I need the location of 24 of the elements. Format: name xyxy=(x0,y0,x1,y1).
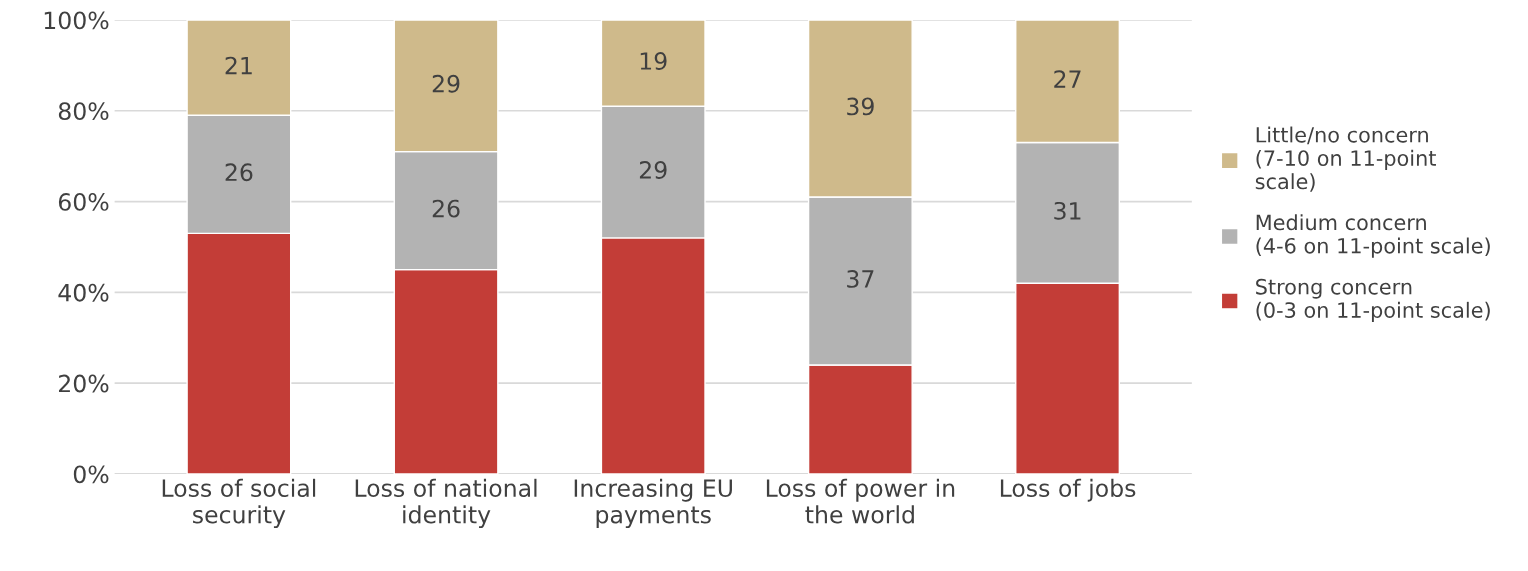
x-tick-label: Loss of social security xyxy=(162,478,316,529)
data-label: 26 xyxy=(225,163,253,182)
data-label: 26 xyxy=(432,199,460,218)
y-tick-label: 20% xyxy=(58,374,109,393)
legend-label: Little/no concern (7-10 on 11-point scale) xyxy=(1255,126,1436,192)
data-label: 27 xyxy=(1054,70,1081,88)
data-label: 37 xyxy=(847,269,874,288)
y-tick-label: 80% xyxy=(58,102,109,121)
x-tick-label: Increasing EU payments xyxy=(574,478,732,529)
y-tick-label: 60% xyxy=(58,193,109,211)
data-label: 31 xyxy=(1054,201,1081,220)
legend-label: Strong concern (0-3 on 11-point scale) xyxy=(1256,278,1490,322)
data-label: 39 xyxy=(847,97,874,116)
x-tick-label: Loss of jobs xyxy=(1000,478,1136,502)
data-label: 21 xyxy=(225,56,252,75)
x-tick-label: Loss of power in the world xyxy=(766,478,955,524)
y-tick-label: 0% xyxy=(73,465,109,484)
data-label: 29 xyxy=(432,74,460,93)
y-tick-label: 40% xyxy=(58,283,109,302)
legend-label: Medium concern (4-6 on 11-point scale) xyxy=(1256,214,1490,258)
y-tick-label: 100% xyxy=(44,11,109,30)
x-tick-label: Loss of national identity xyxy=(355,478,537,529)
data-label: 19 xyxy=(640,52,667,70)
data-label: 29 xyxy=(639,161,667,179)
